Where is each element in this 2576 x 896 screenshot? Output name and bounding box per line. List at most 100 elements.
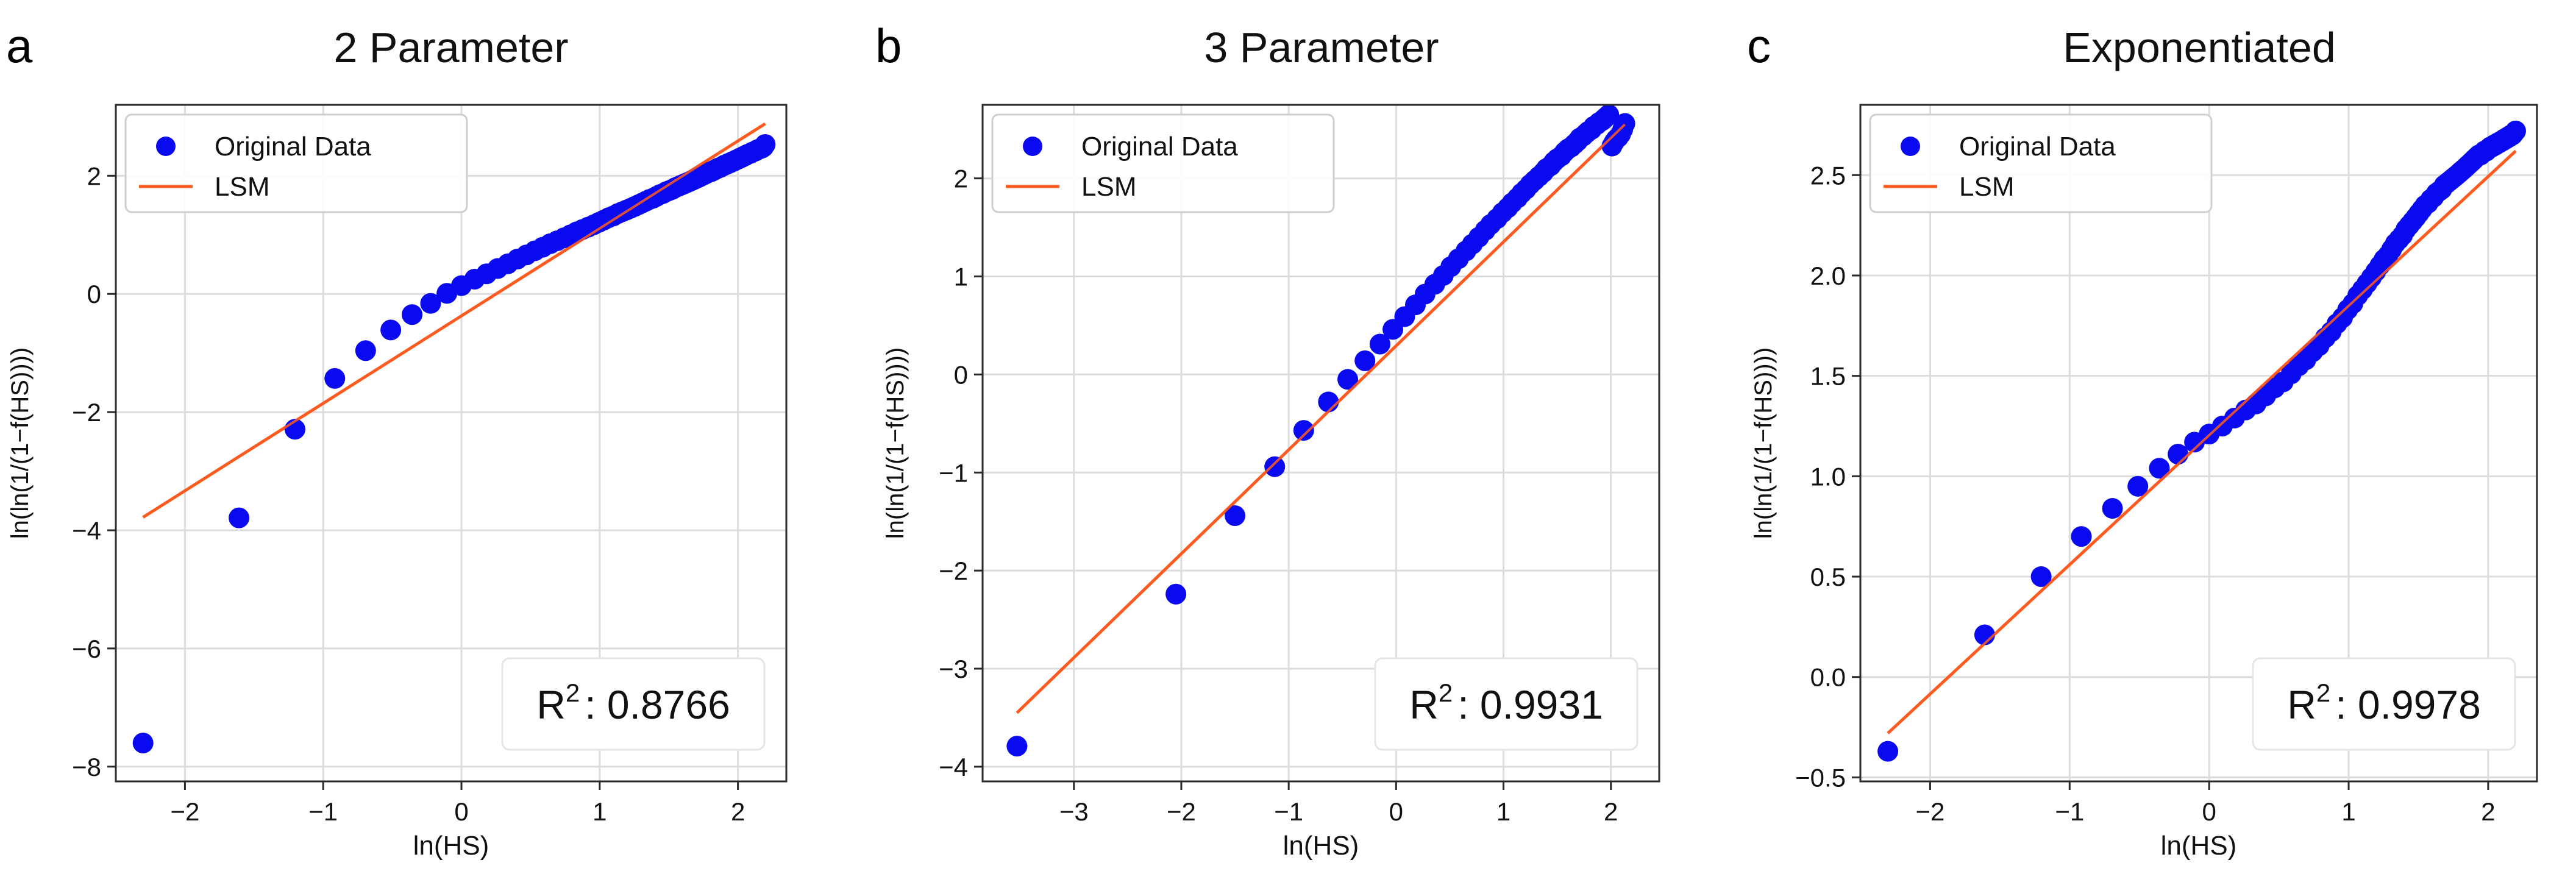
data-point: [2071, 526, 2092, 547]
legend-marker-points: [1901, 137, 1920, 156]
x-tick-label: −2: [1167, 797, 1196, 826]
panel-letter-a: a: [6, 19, 33, 73]
x-tick-label: 1: [1496, 797, 1510, 826]
x-tick-label: −1: [308, 797, 338, 826]
y-tick-label: −3: [939, 655, 968, 683]
data-point: [1264, 456, 1286, 477]
data-point: [2102, 498, 2123, 519]
x-tick-label: 0: [1389, 797, 1403, 826]
legend-label: Original Data: [215, 132, 371, 162]
lsm-fit-line-overlay: [1016, 123, 1626, 714]
data-point: [1337, 369, 1359, 390]
r-squared-box: [1374, 657, 1638, 751]
data-marks: [1877, 120, 2526, 762]
y-axis-label: ln(ln(1/(1−f(HS)))): [7, 347, 34, 539]
y-axis-label: ln(ln(1/(1−f(HS)))): [882, 347, 909, 539]
plot-frame: [1859, 104, 2538, 783]
data-point: [1369, 333, 1390, 355]
legend-box: [124, 113, 468, 213]
y-tick-label: −4: [72, 516, 101, 545]
x-tick-label: 2: [731, 797, 745, 826]
data-point: [1598, 105, 1620, 126]
r-squared-annotation: R2: 0.9931: [1374, 657, 1638, 751]
data-point: [229, 507, 250, 528]
data-point: [1318, 391, 1339, 413]
y-tick-label: −0.5: [1795, 763, 1846, 792]
r-squared-text: R2: 0.9931: [1409, 678, 1603, 727]
plot-frame: [981, 104, 1660, 783]
y-tick-label: −4: [939, 753, 968, 781]
data-marks: [1006, 105, 1635, 757]
data-marks: [132, 122, 776, 753]
r-squared-annotation: R2: 0.8766: [501, 657, 766, 751]
chart-panel-c: Exponentiated −2 −1 0 1 2 −0.5 0.0 0.5 1.0 1.5 2.0 2…: [1750, 24, 2538, 861]
legend-label: LSM: [1081, 172, 1136, 202]
x-tick-label: −1: [2055, 797, 2084, 826]
lsm-fit-line-overlay: [142, 123, 766, 519]
chart-panel-a: 2 Parameter −2 −1 0 1 2 −8 −6 −4 −2 0 2 ln(HS) ln(ln(…: [7, 24, 788, 861]
data-point: [1165, 583, 1187, 605]
legend-label: Original Data: [1081, 132, 1238, 162]
legend-box: [1869, 113, 2213, 213]
data-point: [1006, 736, 1028, 757]
data-point: [1877, 741, 1899, 762]
chart-title: 3 Parameter: [1204, 24, 1439, 71]
x-tick-label: 0: [454, 797, 468, 826]
r-squared-text: R2: 0.8766: [536, 678, 730, 727]
panel-letter-b: b: [875, 19, 902, 73]
y-tick-label: 0: [954, 360, 968, 389]
x-tick-label: 0: [2202, 797, 2216, 826]
y-tick-label: −6: [72, 635, 101, 663]
chart-title: Exponentiated: [2063, 24, 2336, 71]
chart-panel-b: 3 Parameter −3 −2 −1 0 1 2 −4 −3 −2 −1 0 1 2 ln(HS) ln(…: [882, 24, 1660, 861]
y-tick-label: 0.5: [1810, 563, 1846, 591]
data-point: [380, 319, 402, 341]
y-tick-label: −1: [939, 458, 968, 487]
data-point: [1354, 350, 1376, 371]
y-tick-label: −2: [72, 398, 101, 427]
x-tick-label: 1: [592, 797, 607, 826]
data-point: [2030, 566, 2052, 588]
data-point: [132, 732, 154, 753]
x-axis-label: ln(HS): [413, 831, 489, 861]
legend-marker-points: [156, 137, 176, 156]
x-tick-label: −2: [170, 797, 199, 826]
legend-box: [991, 113, 1335, 213]
x-tick-label: −1: [1274, 797, 1303, 826]
legend-marker-points: [1023, 137, 1042, 156]
x-tick-label: 2: [2481, 797, 2495, 826]
legend: Original Data LSM: [991, 113, 1335, 213]
lsm-fit-line-overlay: [1887, 150, 2517, 734]
legend: Original Data LSM: [1869, 113, 2213, 213]
r-squared-annotation: R2: 0.9978: [2252, 657, 2516, 751]
y-tick-label: −8: [72, 753, 101, 781]
data-point: [324, 368, 346, 389]
data-point: [420, 293, 441, 314]
legend: Original Data LSM: [124, 113, 468, 213]
y-tick-label: 2: [954, 165, 968, 193]
x-axis-label: ln(HS): [1283, 831, 1359, 861]
data-point: [1225, 505, 1246, 527]
y-tick-label: −2: [939, 556, 968, 585]
x-tick-label: −3: [1059, 797, 1089, 826]
data-point: [2127, 475, 2149, 497]
y-tick-label: 2.0: [1810, 261, 1846, 290]
legend-label: LSM: [1959, 172, 2014, 202]
chart-title: 2 Parameter: [333, 24, 568, 71]
data-point: [355, 340, 376, 361]
plot-frame: [115, 104, 788, 783]
legend-label: LSM: [215, 172, 269, 202]
r-squared-text: R2: 0.9978: [2287, 678, 2481, 727]
data-point: [2505, 120, 2526, 141]
data-point: [1293, 420, 1314, 441]
r-squared-box: [2252, 657, 2516, 751]
y-tick-label: 2: [87, 162, 101, 190]
y-tick-label: 1.0: [1810, 462, 1846, 491]
y-tick-label: 1: [954, 263, 968, 291]
r-squared-box: [501, 657, 766, 751]
data-point: [2168, 444, 2189, 465]
x-tick-label: 1: [2341, 797, 2355, 826]
y-tick-label: 2.5: [1810, 161, 1846, 190]
data-point: [402, 304, 423, 325]
